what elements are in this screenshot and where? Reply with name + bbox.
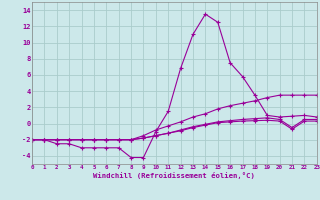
- X-axis label: Windchill (Refroidissement éolien,°C): Windchill (Refroidissement éolien,°C): [93, 172, 255, 179]
